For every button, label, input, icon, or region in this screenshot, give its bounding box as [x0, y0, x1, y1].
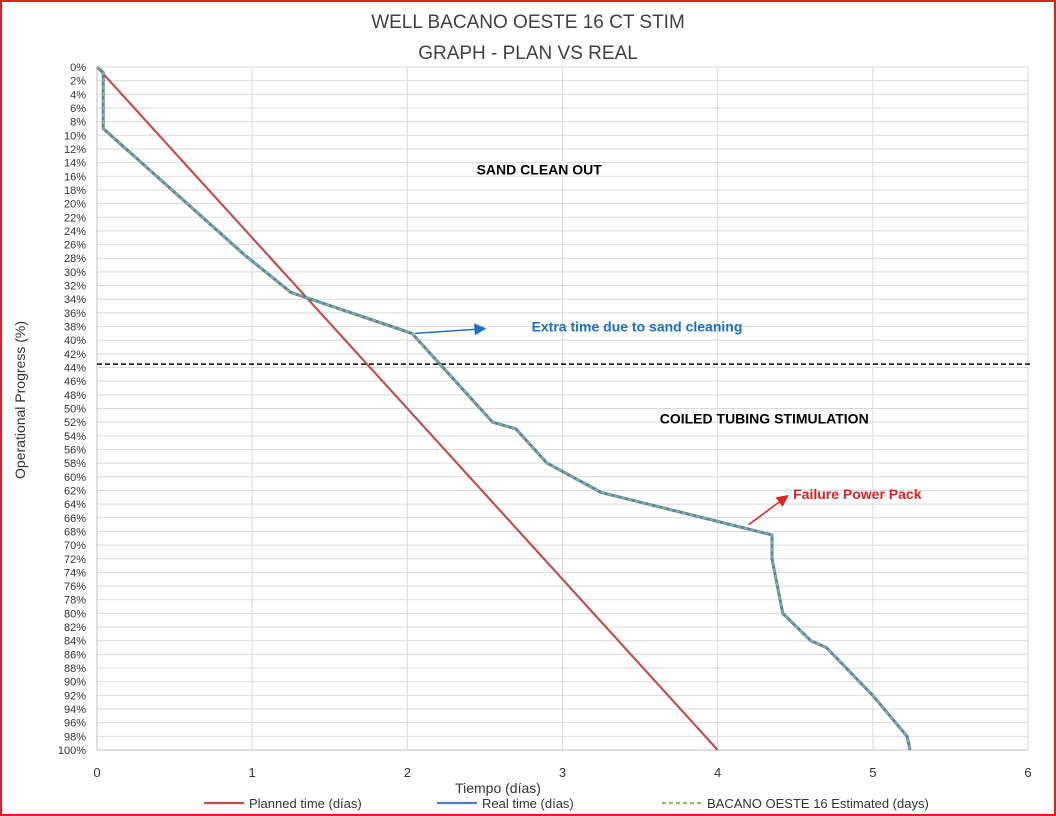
- y-tick-label: 42%: [64, 349, 86, 361]
- grid: [96, 66, 1029, 751]
- y-tick-label: 8%: [70, 117, 86, 129]
- y-tick-label: 18%: [64, 185, 86, 197]
- annotation-label: SAND CLEAN OUT: [477, 161, 603, 177]
- y-tick-label: 12%: [64, 144, 86, 156]
- series-line-0: [96, 66, 719, 751]
- legend-label: Planned time (días): [249, 796, 362, 811]
- y-tick-label: 58%: [64, 458, 86, 470]
- x-tick-label: 5: [869, 765, 876, 780]
- y-tick-label: 56%: [64, 444, 86, 456]
- y-tick-label: 66%: [64, 513, 86, 525]
- y-tick-label: 48%: [64, 390, 86, 402]
- y-tick-label: 88%: [64, 663, 86, 675]
- y-tick-label: 64%: [64, 499, 86, 511]
- y-tick-label: 54%: [64, 431, 86, 443]
- legend-label: Real time (días): [482, 796, 574, 811]
- y-tick-label: 92%: [64, 690, 86, 702]
- x-tick-label: 2: [404, 765, 411, 780]
- chart-subtitle: GRAPH - PLAN VS REAL: [418, 43, 638, 64]
- y-tick-label: 74%: [64, 567, 86, 579]
- y-tick-label: 22%: [64, 212, 86, 224]
- y-tick-label: 84%: [64, 636, 86, 648]
- y-tick-label: 80%: [64, 608, 86, 620]
- y-tick-label: 4%: [70, 89, 86, 101]
- legend-label: BACANO OESTE 16 Estimated (days): [707, 796, 929, 811]
- y-tick-label: 32%: [64, 281, 86, 293]
- y-tick-label: 82%: [64, 622, 86, 634]
- y-tick-label: 60%: [64, 472, 86, 484]
- y-tick-label: 20%: [64, 199, 86, 211]
- series-line-2: [96, 66, 911, 751]
- y-tick-label: 94%: [64, 704, 86, 716]
- y-tick-label: 76%: [64, 581, 86, 593]
- x-tick-label: 1: [249, 765, 256, 780]
- y-tick-label: 2%: [70, 76, 86, 88]
- y-tick-label: 30%: [64, 267, 86, 279]
- legend: Planned time (días) Real time (días) BACAN…: [204, 796, 929, 811]
- y-tick-label: 40%: [64, 335, 86, 347]
- y-tick-label: 16%: [64, 171, 86, 183]
- x-axis-label: Tiempo (días): [455, 780, 541, 796]
- y-tick-label: 68%: [64, 526, 86, 538]
- y-tick-label: 14%: [64, 158, 86, 170]
- y-tick-label: 24%: [64, 226, 86, 238]
- y-tick-label: 10%: [64, 130, 86, 142]
- x-tick-label: 6: [1024, 765, 1031, 780]
- y-tick-label: 0%: [70, 62, 86, 74]
- x-tick-label: 3: [559, 765, 566, 780]
- annotation-arrow: [415, 323, 487, 336]
- y-tick-label: 36%: [64, 308, 86, 320]
- y-tick-label: 50%: [64, 404, 86, 416]
- chart-title: WELL BACANO OESTE 16 CT STIM: [371, 12, 685, 33]
- y-tick-label: 96%: [64, 718, 86, 730]
- y-tick-label: 46%: [64, 376, 86, 388]
- y-tick-label: 26%: [64, 240, 86, 252]
- annotation-label: COILED TUBING STIMULATION: [660, 411, 869, 427]
- x-tick-label: 0: [93, 765, 100, 780]
- annotations: SAND CLEAN OUT Extra time due to sand cle…: [415, 161, 922, 526]
- y-tick-label: 86%: [64, 649, 86, 661]
- annotation-label: Failure Power Pack: [793, 486, 922, 502]
- y-tick-label: 28%: [64, 253, 86, 265]
- x-tick-label: 4: [714, 765, 721, 780]
- y-tick-label: 90%: [64, 677, 86, 689]
- y-tick-label: 78%: [64, 595, 86, 607]
- annotation-arrow: [748, 495, 789, 526]
- y-axis-label: Operational Progress (%): [12, 321, 28, 479]
- y-tick-label: 62%: [64, 485, 86, 497]
- y-tick-label: 52%: [64, 417, 86, 429]
- y-tick-label: 100%: [58, 745, 86, 757]
- y-tick-label: 34%: [64, 294, 86, 306]
- y-tick-label: 70%: [64, 540, 86, 552]
- annotation-label: Extra time due to sand cleaning: [532, 319, 743, 335]
- y-axis-ticks: 0% 2%4% 6% 8%10% 12% 14%16% 18% 20%22% 24% 26%28%…: [58, 62, 86, 757]
- y-tick-label: 98%: [64, 731, 86, 743]
- y-tick-label: 6%: [70, 103, 86, 115]
- x-axis-ticks: 0 1 2 3 4 5 6: [93, 765, 1031, 780]
- y-tick-label: 72%: [64, 554, 86, 566]
- y-tick-label: 44%: [64, 363, 86, 375]
- y-tick-label: 38%: [64, 322, 86, 334]
- series-group: [96, 65, 912, 751]
